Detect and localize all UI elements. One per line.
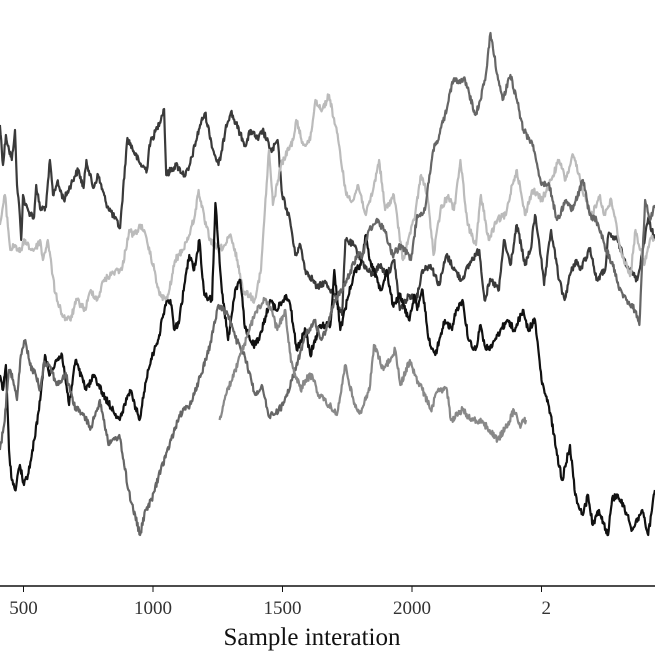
x-tick-label: 1500 bbox=[264, 598, 302, 619]
series-layer bbox=[0, 31, 655, 537]
series-line-1 bbox=[0, 107, 655, 317]
series-line-4 bbox=[0, 31, 655, 537]
x-tick-label: 500 bbox=[9, 598, 38, 619]
x-tick-label: 2 bbox=[542, 598, 552, 619]
x-axis-ticks: 500 1000 1500 2000 2 bbox=[9, 586, 551, 619]
series-line-5 bbox=[218, 296, 528, 443]
series-line-3 bbox=[0, 201, 655, 537]
x-tick-label: 2000 bbox=[393, 598, 431, 619]
series-line-2 bbox=[0, 93, 655, 322]
x-axis-title: Sample interation bbox=[223, 624, 401, 651]
x-tick-label: 1000 bbox=[134, 598, 172, 619]
